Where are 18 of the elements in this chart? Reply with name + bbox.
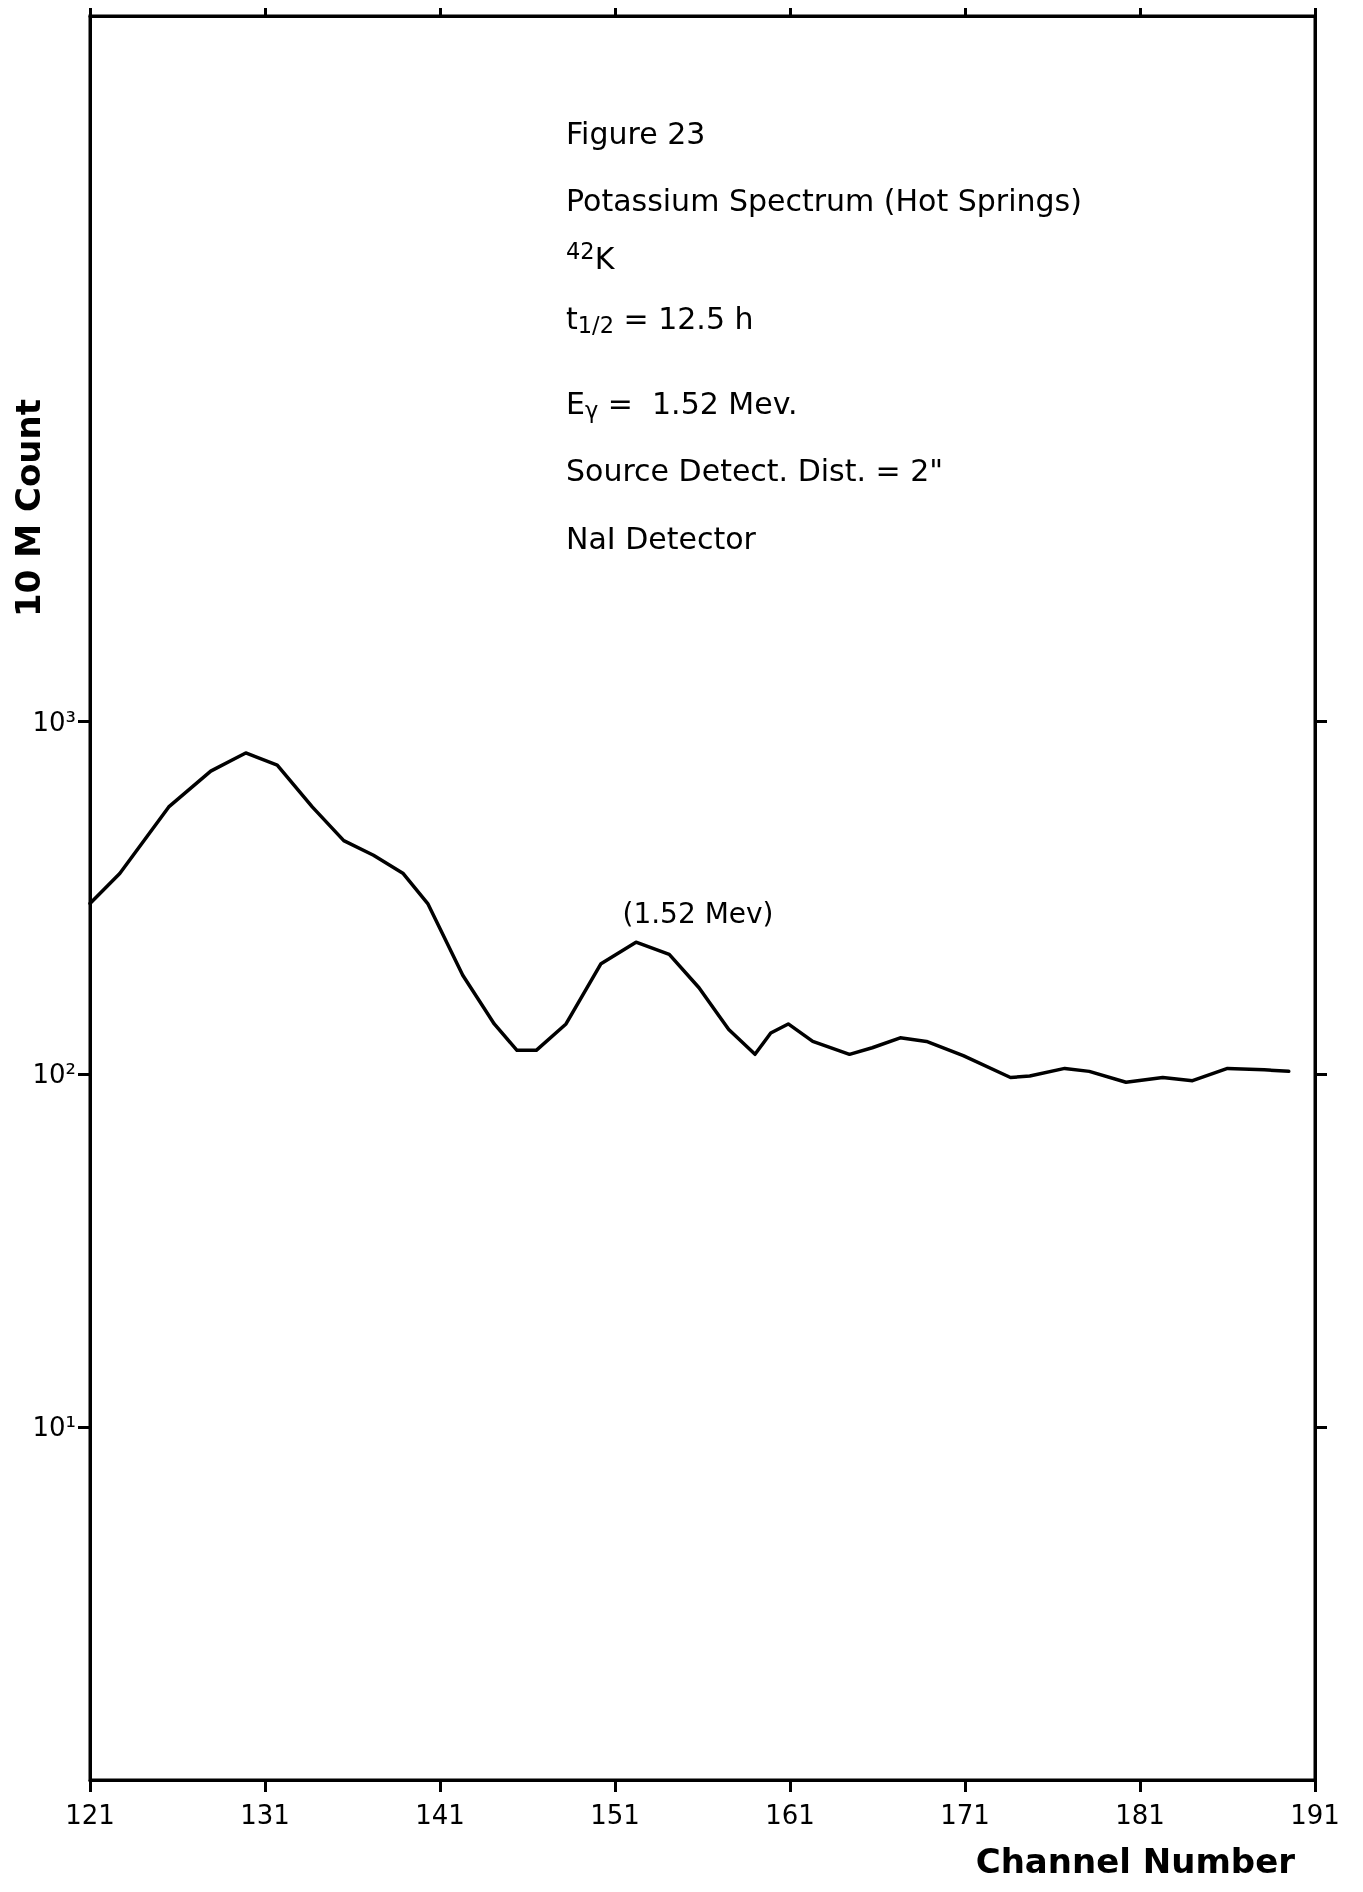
- x-tick-label: 151: [590, 1799, 640, 1830]
- x-tick-label: 121: [65, 1799, 115, 1830]
- y-tick-label: 10¹: [32, 1412, 76, 1443]
- annotation: Potassium Spectrum (Hot Springs): [566, 182, 1082, 218]
- y-axis-title: 10 M Count: [8, 399, 48, 617]
- x-tick-label: 161: [765, 1799, 815, 1830]
- x-tick-label: 191: [1290, 1799, 1340, 1830]
- x-tick-label: 131: [240, 1799, 290, 1830]
- x-tick-label: 141: [415, 1799, 465, 1830]
- y-tick-label: 10²: [32, 1059, 76, 1090]
- y-tick-label: 10³: [32, 706, 76, 737]
- annotation: Figure 23: [566, 115, 706, 151]
- annotation: Source Detect. Dist. = 2": [566, 452, 944, 488]
- x-tick-label: 171: [940, 1799, 990, 1830]
- annotation: NaI Detector: [566, 520, 757, 556]
- x-tick-label: 181: [1115, 1799, 1165, 1830]
- annotation: (1.52 Mev): [622, 896, 774, 930]
- x-axis-title: Channel Number: [975, 1841, 1296, 1881]
